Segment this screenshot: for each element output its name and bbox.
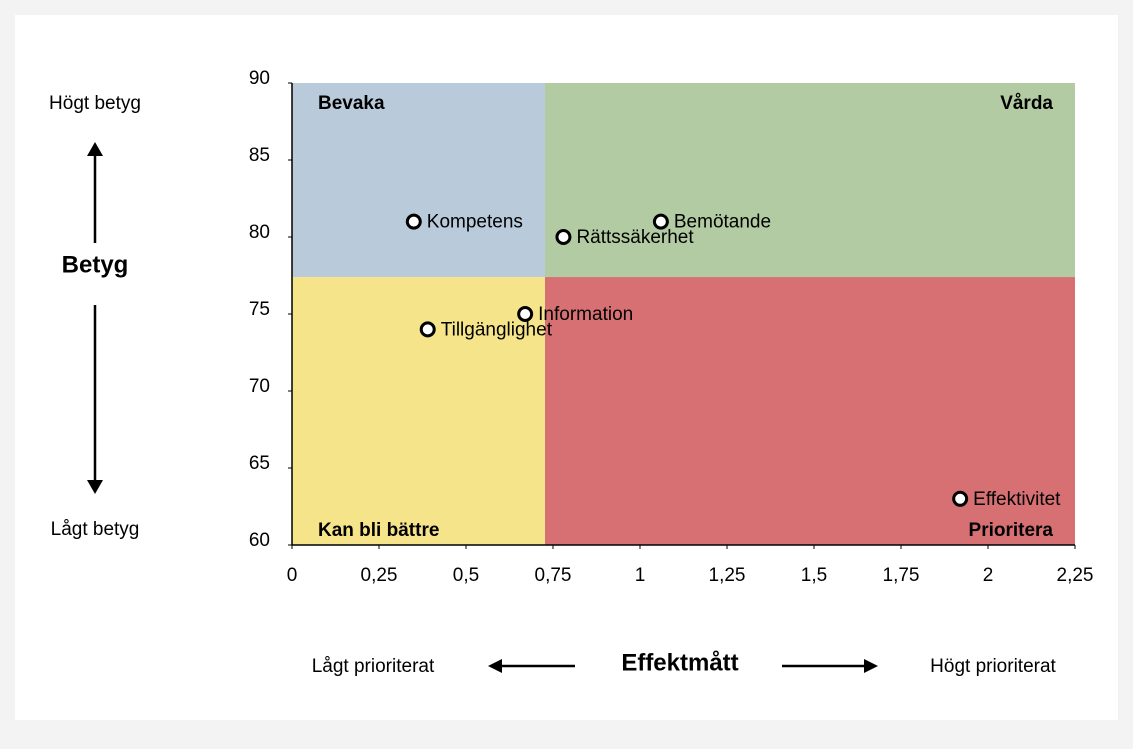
y-tick-label: 75 <box>249 299 270 320</box>
point <box>555 229 572 245</box>
y-high-label: Högt betyg <box>49 93 141 114</box>
arrow-head <box>87 480 103 494</box>
point <box>405 213 422 230</box>
y-tick-label: 60 <box>249 530 270 551</box>
point <box>517 306 534 322</box>
x-tick-label: 2,25 <box>1057 565 1094 586</box>
x-tick-label: 0,5 <box>453 565 479 586</box>
arrow-head <box>488 659 502 673</box>
x-tick-label: 0,25 <box>361 565 398 586</box>
x-tick-label: 1,75 <box>883 565 920 586</box>
quadrant <box>292 277 545 545</box>
y-tick-label: 90 <box>249 68 270 89</box>
point-label: Effektivitet <box>973 489 1061 510</box>
quadrant-label: Kan bli bättre <box>318 520 439 541</box>
quadrant <box>292 83 545 278</box>
point-label: Information <box>538 304 633 325</box>
x-tick-label: 0,75 <box>535 565 572 586</box>
quadrant <box>544 83 1075 278</box>
point <box>419 321 436 338</box>
quadrant-label: Vårda <box>1000 93 1053 114</box>
y-axis-label: Betyg <box>62 251 129 278</box>
x-low-label: Lågt prioriterat <box>312 656 435 677</box>
point-label: Rättssäkerhet <box>576 227 694 248</box>
point-label: Kompetens <box>427 212 523 233</box>
y-tick-label: 70 <box>249 376 270 397</box>
x-tick-label: 1,25 <box>709 565 746 586</box>
point <box>652 213 669 230</box>
y-tick-label: 65 <box>249 453 270 474</box>
quadrant-label: Bevaka <box>318 93 385 114</box>
y-tick-label: 80 <box>249 222 270 243</box>
x-tick-label: 1,5 <box>801 565 827 586</box>
x-tick-label: 2 <box>983 565 994 586</box>
y-tick-label: 85 <box>249 145 270 166</box>
arrow-head <box>87 142 103 156</box>
x-axis-label: Effektmått <box>621 649 738 676</box>
x-tick-label: 0 <box>287 565 298 586</box>
quadrant-label: Prioritera <box>969 520 1054 541</box>
arrow-head <box>864 659 878 673</box>
x-tick-label: 1 <box>635 565 646 586</box>
x-high-label: Högt prioriterat <box>930 656 1056 677</box>
quadrant <box>544 277 1075 545</box>
y-low-label: Lågt betyg <box>51 519 140 540</box>
point-label: Bemötande <box>674 212 771 233</box>
point-label: Tillgänglighet <box>441 319 553 340</box>
point <box>952 490 969 507</box>
